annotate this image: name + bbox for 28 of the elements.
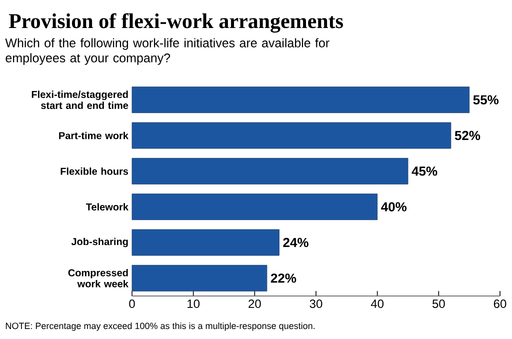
bar [132,122,452,149]
x-tick-label: 20 [248,300,261,308]
chart-subtitle: Which of the following work-life initiatives are available for employees at your company? [5,38,330,65]
y-tick-label: Job-sharing [71,238,128,248]
y-tick-label: Part-time work [59,132,128,140]
bar [132,158,408,184]
data-label: 40% [381,202,407,212]
data-label: 45% [412,166,438,176]
x-tick-label: 0 [129,300,135,308]
y-tick-label: Telework [86,203,128,210]
x-tick-label: 60 [494,300,506,308]
text: NOTE: Percentage may exceed 100% as this is a multiple-response question. [6,322,314,331]
y-tick-label: Flexi-time/staggered start and end time [32,90,128,110]
data-label: 22% [270,274,296,283]
x-tick-label: 50 [432,300,445,308]
y-tick-label: Flexible hours [60,167,128,175]
x-tick-label: 40 [370,300,384,308]
bar [132,194,378,220]
data-label: 24% [283,238,308,248]
y-tick-label: Compressed work week [68,268,128,288]
data-label: 52% [454,130,480,140]
x-tick-label: 10 [188,300,200,308]
bar [132,264,268,292]
data-label: 55% [473,95,499,104]
x-tick-label: 30 [310,300,322,308]
chart-title: Provision of flexi-work arrangements [8,13,343,33]
bar [132,229,280,256]
bar [132,86,470,114]
